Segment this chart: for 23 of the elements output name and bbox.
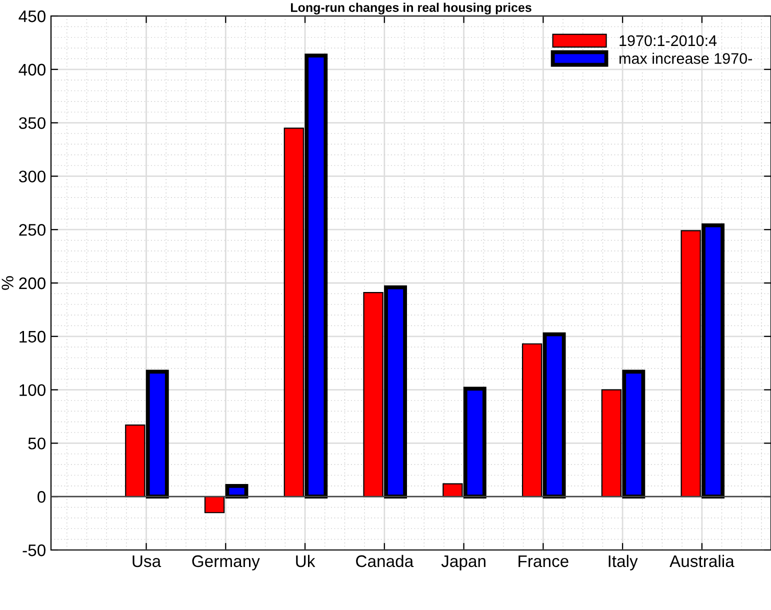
legend-label: 1970:1-2010:4 xyxy=(620,35,717,46)
x-tick-label: France xyxy=(518,555,568,568)
y-tick-label: 100 xyxy=(20,384,46,396)
y-tick-label: 450 xyxy=(18,10,46,22)
x-tick-label: Italy xyxy=(608,554,638,570)
x-tick-label: Germany xyxy=(192,555,260,570)
legend-label: max increase 1970- xyxy=(620,52,752,64)
x-tick-label: Canada xyxy=(356,554,414,568)
x-tick-label: Japan xyxy=(441,555,486,570)
y-tick-label: -50 xyxy=(22,544,46,556)
y-tick-label: 50 xyxy=(28,438,46,450)
y-tick-label: 350 xyxy=(18,117,46,130)
y-tick-label: 250 xyxy=(19,224,46,236)
y-tick-label: 150 xyxy=(20,330,46,343)
y-tick-label: 200 xyxy=(19,277,46,290)
x-tick-label: Australia xyxy=(670,554,734,568)
x-tick-label: Usa xyxy=(132,555,162,568)
chart-title: Long-run changes in real housing prices xyxy=(290,2,532,14)
x-tick-label: Uk xyxy=(296,554,316,568)
y-tick-label: 400 xyxy=(18,64,46,76)
y-tick-label: 0 xyxy=(38,491,46,503)
y-axis-title: % xyxy=(2,276,14,290)
y-tick-label: 300 xyxy=(18,170,46,182)
